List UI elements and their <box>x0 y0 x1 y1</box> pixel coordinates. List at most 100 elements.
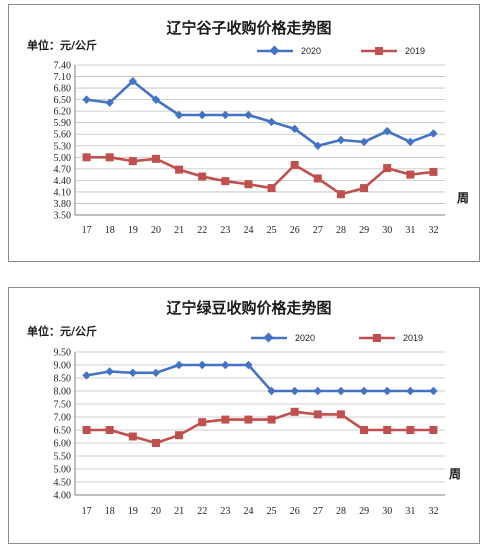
data-point-2019 <box>105 426 114 434</box>
data-point-2020 <box>105 367 114 376</box>
data-point-2019 <box>290 161 299 169</box>
data-point-2019 <box>313 174 322 183</box>
data-point-2020 <box>82 95 91 104</box>
x-tick-label: 32 <box>428 506 438 517</box>
data-point-2020 <box>359 137 369 147</box>
x-tick-label: 21 <box>174 506 184 517</box>
y-tick-label: 4.70 <box>54 164 72 175</box>
legend-label-2019: 2019 <box>405 46 425 56</box>
y-tick-label: 9.50 <box>54 348 72 359</box>
data-point-2019 <box>105 153 114 162</box>
data-point-2020 <box>267 386 276 396</box>
data-point-2019 <box>151 439 160 447</box>
legend: 2020 2019 <box>251 332 423 343</box>
x-tick-label: 29 <box>359 506 369 517</box>
x-tick-label: 21 <box>174 225 184 236</box>
data-point-2019 <box>383 426 392 434</box>
x-tick-label: 24 <box>243 506 253 517</box>
data-point-2019 <box>82 426 91 434</box>
y-tick-label: 7.50 <box>54 400 72 411</box>
y-tick-label: 6.20 <box>54 107 72 118</box>
x-tick-label: 22 <box>197 225 207 236</box>
y-tick-label: 5.00 <box>54 465 72 476</box>
plot-area: 3.503.804.104.404.705.005.305.605.906.20… <box>54 61 445 236</box>
legend-label-2019: 2019 <box>403 333 423 343</box>
x-axis-label: 周 <box>449 467 461 481</box>
data-point-2020 <box>290 386 299 396</box>
data-point-2020 <box>336 386 346 396</box>
x-tick-label: 22 <box>197 506 207 517</box>
x-tick-label: 27 <box>313 225 323 236</box>
x-tick-label: 17 <box>82 225 92 236</box>
data-point-2020 <box>151 95 161 104</box>
y-tick-label: 4.40 <box>54 176 72 187</box>
y-tick-label: 6.00 <box>54 439 72 450</box>
data-point-2020 <box>151 368 161 377</box>
x-tick-label: 18 <box>105 225 115 236</box>
chart-title: 辽宁谷子收购价格走势图 <box>166 19 331 37</box>
y-tick-label: 4.10 <box>54 187 72 198</box>
x-tick-label: 24 <box>243 225 253 236</box>
x-tick-label: 30 <box>382 225 392 236</box>
data-point-2019 <box>175 431 184 440</box>
data-point-2019 <box>82 153 91 162</box>
data-point-2019 <box>244 180 253 189</box>
data-point-2019 <box>221 177 230 186</box>
y-tick-label: 7.40 <box>54 61 72 72</box>
data-point-2020 <box>244 110 253 120</box>
data-point-2020 <box>313 141 323 150</box>
data-point-2020 <box>406 386 415 396</box>
series-line-2020 <box>86 363 434 393</box>
y-tick-label: 6.80 <box>54 84 72 95</box>
x-tick-label: 17 <box>82 506 92 517</box>
x-tick-label: 32 <box>428 225 438 236</box>
x-tick-label: 28 <box>336 506 346 517</box>
data-point-2020 <box>82 371 91 380</box>
mungbean-price-chart-panel: 辽宁绿豆收购价格走势图 单位：元/公斤 2020 2019 4.00 4.50 5.… <box>8 287 480 544</box>
y-tick-label: 8.00 <box>54 387 72 398</box>
y-tick-label: 9.00 <box>54 361 72 372</box>
y-tick-label: 7.10 <box>54 72 72 83</box>
data-point-2019 <box>128 432 137 441</box>
data-point-2019 <box>360 426 369 434</box>
legend-label-2020: 2020 <box>301 46 321 56</box>
data-point-2019 <box>198 418 207 427</box>
y-tick-label: 5.90 <box>54 118 72 129</box>
y-tick-label: 4.00 <box>54 491 72 502</box>
data-point-2019 <box>198 172 207 181</box>
plot-area: 4.00 4.50 5.00 5.50 6.00 6.50 7.00 7.50 8.00 8.50… <box>54 348 445 517</box>
unit-label: 单位：元/公斤 <box>27 38 97 52</box>
y-tick-label: 5.50 <box>54 452 72 463</box>
data-point-2019 <box>175 165 184 174</box>
data-point-2019 <box>151 154 160 163</box>
x-tick-label: 18 <box>105 506 115 517</box>
x-tick-label: 19 <box>128 506 138 517</box>
data-point-2019 <box>128 157 137 166</box>
y-tick-label: 8.50 <box>54 374 72 385</box>
x-tick-label: 28 <box>336 225 346 236</box>
legend-label-2020: 2020 <box>295 333 315 343</box>
unit-label: 单位：元/公斤 <box>27 324 97 338</box>
data-point-2020 <box>174 360 184 370</box>
chart-title: 辽宁绿豆收购价格走势图 <box>166 299 331 317</box>
millet-price-chart-panel: 辽宁谷子收购价格走势图 单位：元/公斤 2020 2019 3.50 3.80 4.… <box>8 4 480 262</box>
data-point-2020 <box>267 117 276 127</box>
y-tick-label: 5.60 <box>54 130 72 141</box>
millet-price-chart: 辽宁谷子收购价格走势图 单位：元/公斤 2020 2019 3.503.804.… <box>27 19 469 236</box>
data-point-2019 <box>406 170 415 179</box>
x-tick-label: 25 <box>267 506 277 517</box>
x-tick-label: 29 <box>359 225 369 236</box>
mungbean-price-chart: 辽宁绿豆收购价格走势图 单位：元/公斤 2020 2019 4.004.505.… <box>27 299 461 517</box>
data-point-2020 <box>197 360 207 370</box>
data-point-2020 <box>429 386 438 396</box>
data-point-2020 <box>290 124 299 134</box>
data-point-2019 <box>336 190 345 199</box>
data-point-2019 <box>313 410 322 419</box>
data-point-2020 <box>221 110 230 120</box>
data-point-2019 <box>429 426 438 434</box>
x-tick-label: 19 <box>128 225 138 236</box>
x-tick-label: 20 <box>151 506 161 517</box>
y-tick-label: 5.30 <box>54 141 72 152</box>
data-point-2020 <box>406 137 415 147</box>
data-point-2019 <box>406 426 415 434</box>
